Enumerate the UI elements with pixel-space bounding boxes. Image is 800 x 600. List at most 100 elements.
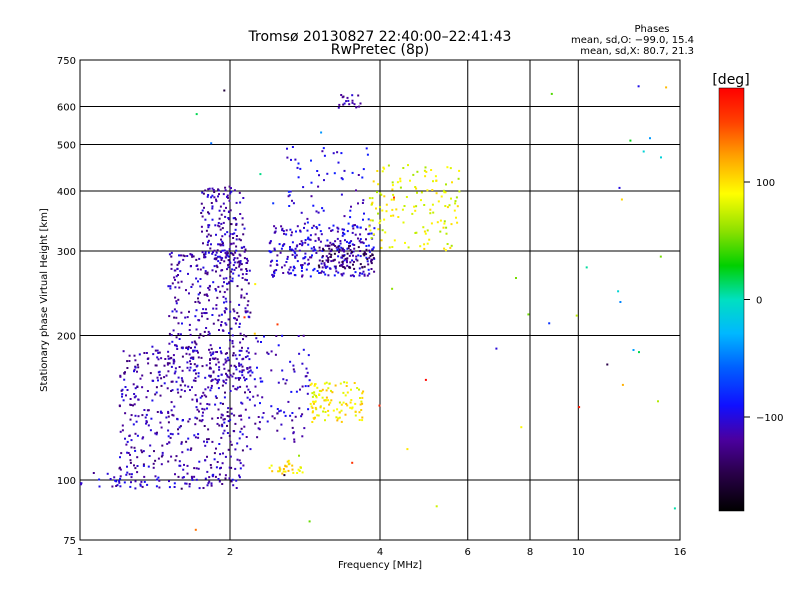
data-point xyxy=(153,450,155,453)
data-point xyxy=(185,482,188,485)
data-point xyxy=(256,394,259,397)
data-point xyxy=(371,197,374,200)
data-point xyxy=(285,261,288,263)
data-point xyxy=(283,232,285,235)
data-point xyxy=(178,286,181,289)
data-point xyxy=(247,371,250,374)
data-point xyxy=(282,468,285,470)
data-point xyxy=(294,252,297,255)
data-point xyxy=(174,473,176,476)
data-point xyxy=(229,390,232,392)
data-point xyxy=(204,477,207,480)
data-point xyxy=(199,291,201,294)
data-point xyxy=(270,464,273,467)
data-point xyxy=(197,467,200,470)
data-point xyxy=(290,390,293,393)
data-point xyxy=(353,260,355,263)
data-point xyxy=(140,449,143,452)
data-point xyxy=(231,268,234,271)
data-point xyxy=(292,265,295,268)
data-point xyxy=(345,402,348,405)
data-point xyxy=(232,242,235,245)
data-point xyxy=(343,266,346,269)
data-point xyxy=(293,370,296,373)
data-point xyxy=(283,264,286,267)
data-point xyxy=(253,404,256,407)
data-point xyxy=(178,338,181,340)
data-point xyxy=(220,251,222,253)
data-point xyxy=(247,300,250,303)
data-point xyxy=(221,243,223,246)
data-point xyxy=(304,255,307,258)
data-point xyxy=(224,382,227,385)
data-point xyxy=(241,374,244,377)
data-point xyxy=(244,391,246,394)
data-point xyxy=(228,434,231,437)
data-point xyxy=(177,322,180,325)
data-point xyxy=(405,196,408,198)
data-point xyxy=(266,420,269,423)
data-point xyxy=(307,258,310,261)
data-point xyxy=(227,218,230,221)
data-point xyxy=(191,477,194,480)
data-point xyxy=(133,403,136,406)
data-point xyxy=(212,189,215,191)
data-point xyxy=(130,414,133,417)
data-point xyxy=(366,258,369,261)
data-point xyxy=(321,150,324,153)
data-point xyxy=(227,407,230,410)
stats-line-o: mean, sd,O: −99.0, 15.4 xyxy=(571,35,694,46)
data-point xyxy=(203,425,206,427)
data-point xyxy=(246,262,249,264)
data-point xyxy=(98,485,101,488)
data-point xyxy=(323,399,326,402)
data-point xyxy=(203,440,205,443)
data-point xyxy=(224,391,226,394)
data-point xyxy=(163,364,166,367)
data-point xyxy=(450,197,452,200)
data-point xyxy=(136,434,139,437)
data-point xyxy=(318,272,321,274)
data-point xyxy=(344,267,347,270)
data-point xyxy=(227,359,230,362)
data-point xyxy=(206,271,209,274)
data-point xyxy=(187,437,190,440)
data-point xyxy=(419,245,422,248)
data-point xyxy=(228,210,231,213)
data-point xyxy=(223,396,226,399)
data-point xyxy=(218,473,221,476)
data-point xyxy=(356,259,359,262)
x-tick-label: 10 xyxy=(572,547,585,558)
data-point xyxy=(366,153,369,156)
data-point xyxy=(316,386,319,389)
data-point xyxy=(216,461,219,463)
colorbar-tick-label: 0 xyxy=(756,296,762,307)
data-point xyxy=(187,385,190,388)
data-point xyxy=(439,219,442,222)
data-point xyxy=(414,186,417,188)
data-point xyxy=(188,353,191,356)
data-point xyxy=(341,96,344,99)
data-point xyxy=(119,374,122,377)
data-point xyxy=(424,378,427,381)
data-point xyxy=(299,388,301,391)
data-point xyxy=(442,226,445,229)
data-point xyxy=(319,230,322,233)
data-point xyxy=(147,424,150,427)
data-point xyxy=(216,358,219,361)
data-point xyxy=(185,289,187,292)
data-point xyxy=(328,382,331,385)
data-point xyxy=(197,356,200,359)
data-point xyxy=(281,334,284,337)
data-point xyxy=(384,231,387,234)
data-point xyxy=(132,423,135,426)
data-point xyxy=(180,254,182,257)
data-point xyxy=(363,251,366,254)
data-point xyxy=(336,419,339,422)
data-point xyxy=(216,296,219,299)
data-point xyxy=(285,233,288,236)
data-point xyxy=(177,391,180,394)
data-point xyxy=(346,264,349,267)
data-point xyxy=(341,234,344,237)
data-point xyxy=(194,341,197,344)
